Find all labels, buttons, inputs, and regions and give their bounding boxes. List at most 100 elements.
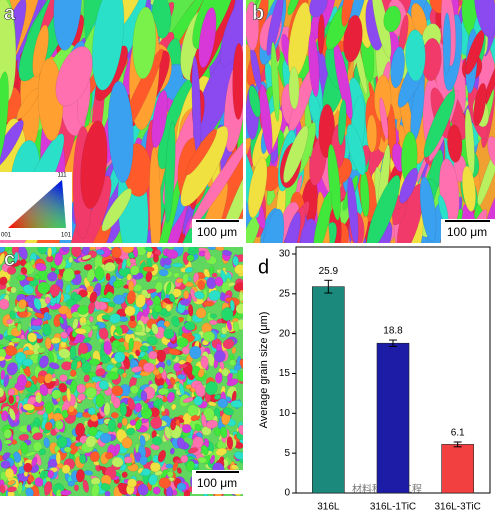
- grain: [18, 433, 29, 441]
- grain: [209, 266, 215, 275]
- grain: [183, 290, 190, 300]
- grain: [209, 313, 217, 319]
- grain: [68, 405, 75, 413]
- grain: [234, 451, 243, 460]
- grain: [222, 249, 232, 256]
- grain: [95, 393, 105, 408]
- grain: [176, 482, 187, 491]
- y-tick-label: 0: [284, 488, 290, 499]
- grain: [75, 422, 86, 437]
- grain: [197, 457, 207, 464]
- grain: [287, 0, 301, 16]
- grain: [82, 247, 90, 256]
- grain: [103, 340, 112, 355]
- grain: [217, 398, 228, 408]
- grain: [20, 266, 28, 275]
- grain: [197, 368, 205, 378]
- grain: [152, 486, 161, 495]
- grain: [47, 470, 54, 479]
- grain: [77, 305, 89, 315]
- grain: [164, 426, 172, 439]
- grain: [271, 41, 280, 122]
- grain: [91, 483, 100, 496]
- grain: [186, 254, 195, 262]
- grain: [86, 285, 94, 292]
- grain: [177, 467, 182, 474]
- grain: [144, 434, 150, 442]
- grain: [232, 255, 239, 266]
- grain: [26, 424, 32, 432]
- grain: [88, 426, 98, 437]
- grain: [146, 336, 158, 345]
- grain: [6, 319, 13, 325]
- grain: [226, 320, 232, 331]
- grain: [213, 247, 225, 251]
- grain: [7, 480, 16, 486]
- grain: [89, 451, 100, 463]
- grain: [17, 374, 27, 388]
- grain: [68, 256, 74, 264]
- ebsd-map: [246, 0, 495, 243]
- grain: [248, 85, 261, 118]
- grain: [34, 312, 45, 319]
- ipf-triangle-overlay: [8, 180, 66, 228]
- grain: [20, 334, 25, 340]
- grain: [47, 247, 52, 258]
- grain: [139, 455, 148, 466]
- grain: [127, 478, 137, 488]
- x-tick-label: 316L-3TiC: [435, 502, 481, 513]
- grain: [17, 481, 23, 495]
- grain: [5, 345, 18, 357]
- grain: [210, 454, 215, 465]
- grain: [194, 291, 205, 300]
- grain: [20, 441, 29, 455]
- grain: [63, 446, 72, 453]
- grain: [128, 337, 134, 351]
- grain: [62, 268, 75, 282]
- grain: [116, 368, 125, 375]
- grain: [171, 403, 177, 411]
- grain: [39, 355, 49, 368]
- scale-bar-box: [192, 219, 243, 243]
- grain: [0, 438, 3, 452]
- grain: [27, 475, 35, 483]
- grain: [42, 323, 52, 336]
- grain: [163, 328, 175, 339]
- grain: [165, 281, 172, 295]
- grain: [105, 272, 111, 281]
- grain: [221, 307, 234, 322]
- grain: [447, 124, 463, 163]
- grain: [239, 291, 243, 302]
- panel-label: a: [4, 2, 16, 24]
- grain: [103, 402, 111, 417]
- value-label: 25.9: [319, 266, 339, 277]
- grain: [229, 299, 235, 312]
- grain: [80, 357, 86, 364]
- grain: [405, 29, 426, 82]
- grain: [43, 481, 53, 494]
- grain: [3, 374, 10, 388]
- grain: [45, 337, 52, 350]
- grain: [442, 12, 451, 75]
- grain: [76, 469, 85, 483]
- grain: [56, 290, 62, 305]
- bar: [376, 342, 410, 494]
- grain: [94, 266, 105, 281]
- grain: [59, 316, 64, 325]
- grain: [150, 416, 163, 429]
- grain: [204, 250, 211, 261]
- grain: [195, 383, 206, 398]
- grain: [151, 90, 168, 148]
- ipf-label: 101: [61, 233, 72, 239]
- grain: [59, 374, 68, 383]
- ipf-label: 001: [1, 233, 12, 239]
- ebsd-map: [0, 247, 243, 496]
- grain: [308, 32, 320, 97]
- grain: [166, 486, 174, 496]
- grain: [205, 420, 218, 429]
- grain: [379, 97, 389, 140]
- grain: [126, 427, 136, 435]
- grain: [77, 393, 86, 401]
- grain: [135, 349, 141, 357]
- grain: [266, 0, 284, 56]
